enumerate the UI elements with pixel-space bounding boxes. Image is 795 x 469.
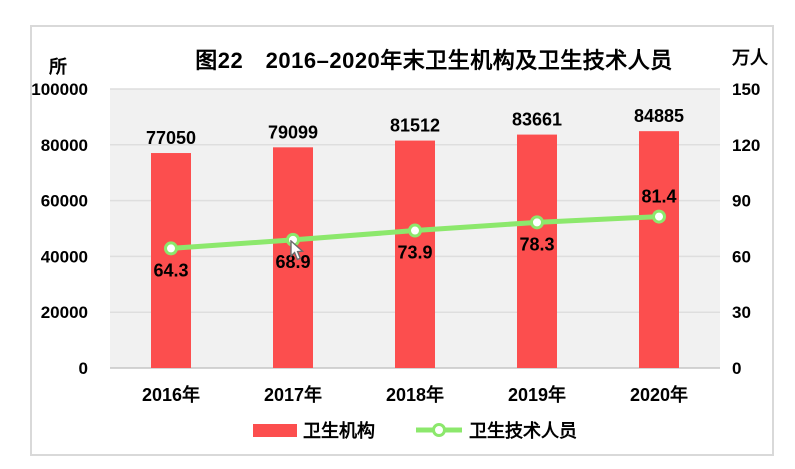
bar-2017年 xyxy=(273,147,313,368)
chart-title: 图22 2016–2020年末卫生机构及卫生技术人员 xyxy=(195,48,673,73)
x-axis-label: 2020年 xyxy=(630,384,688,405)
left-axis-tick-label: 100000 xyxy=(32,80,88,99)
chart-frame: 图22 2016–2020年末卫生机构及卫生技术人员 所 万人 100000 80… xyxy=(30,25,774,456)
left-axis-tick-label: 60000 xyxy=(41,192,88,211)
right-axis-tick-label: 90 xyxy=(732,192,751,211)
plot-area: 100000 80000 60000 40000 20000 0 150 120 90 60 30 0… xyxy=(32,80,760,405)
line-marker xyxy=(164,241,178,256)
right-axis-tick-label: 150 xyxy=(732,80,760,99)
left-axis-tick-label: 40000 xyxy=(41,247,88,266)
bar-series-swatch xyxy=(253,423,297,437)
line-value-label: 73.9 xyxy=(397,243,432,263)
line-value-label: 64.3 xyxy=(153,260,188,280)
right-axis-tick-label: 60 xyxy=(732,247,751,266)
line-marker xyxy=(652,209,666,224)
bar-value-label: 79099 xyxy=(268,122,318,142)
x-axis-label: 2018年 xyxy=(386,384,444,405)
legend-item-institutions: 卫生机构 xyxy=(253,417,375,443)
line-value-label: 68.9 xyxy=(275,252,310,272)
bar-value-label: 84885 xyxy=(634,106,684,126)
bar-2019年 xyxy=(517,134,557,368)
line-marker xyxy=(408,223,422,238)
left-axis-tick-label: 80000 xyxy=(41,136,88,155)
left-axis-tick-label: 20000 xyxy=(41,303,88,322)
line-marker xyxy=(530,215,544,230)
bar-value-label: 83661 xyxy=(512,110,562,130)
bar-2018年 xyxy=(395,140,435,368)
x-axis-label: 2016年 xyxy=(142,384,200,405)
left-axis-tick-label: 0 xyxy=(79,359,88,378)
x-axis-label: 2017年 xyxy=(264,384,322,405)
bar-2020年 xyxy=(639,131,679,368)
bar-value-label: 81512 xyxy=(390,116,440,136)
legend-item-personnel: 卫生技术人员 xyxy=(415,417,577,443)
right-axis-unit-label: 万人 xyxy=(732,48,768,68)
bar-2016年 xyxy=(151,153,191,368)
legend: 卫生机构 卫生技术人员 xyxy=(110,417,720,443)
right-axis-tick-label: 0 xyxy=(732,359,741,378)
bar-value-label: 77050 xyxy=(146,128,196,148)
line-series-swatch xyxy=(416,423,462,437)
x-axis-label: 2019年 xyxy=(508,384,566,405)
right-axis-tick-label: 30 xyxy=(732,303,751,322)
legend-label-institutions: 卫生机构 xyxy=(303,421,375,441)
legend-label-personnel: 卫生技术人员 xyxy=(469,421,577,441)
line-value-label: 78.3 xyxy=(519,234,554,254)
left-axis-unit-label: 所 xyxy=(49,57,67,77)
mouse-cursor xyxy=(290,240,304,261)
line-value-label: 81.4 xyxy=(641,187,676,207)
right-axis-tick-label: 120 xyxy=(732,136,760,155)
